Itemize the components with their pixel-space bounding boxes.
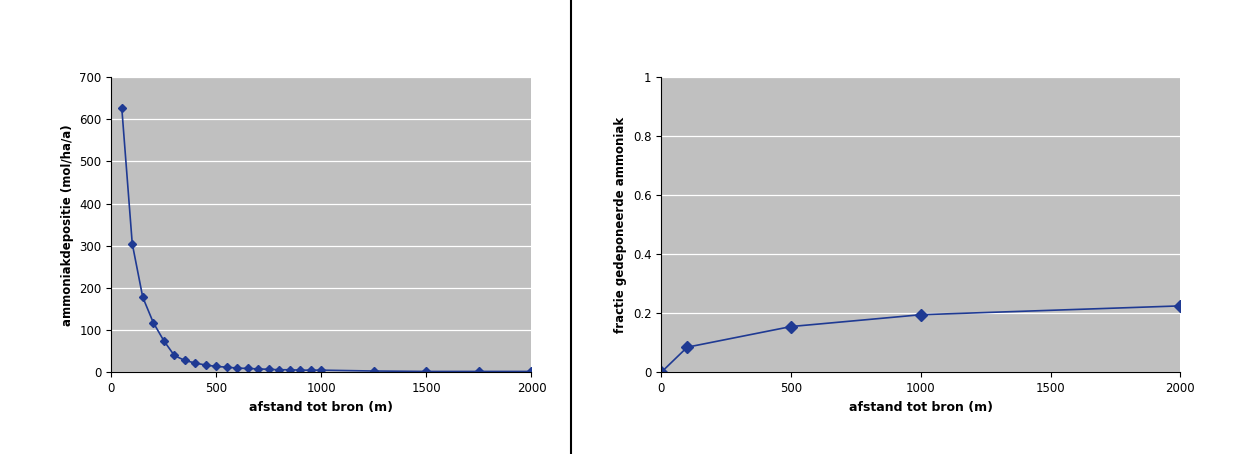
Y-axis label: fractie gedeponeerde ammoniak: fractie gedeponeerde ammoniak xyxy=(614,117,628,333)
X-axis label: afstand tot bron (m): afstand tot bron (m) xyxy=(849,400,993,414)
Y-axis label: ammoniakdepositie (mol/ha/a): ammoniakdepositie (mol/ha/a) xyxy=(61,124,74,326)
X-axis label: afstand tot bron (m): afstand tot bron (m) xyxy=(250,400,393,414)
